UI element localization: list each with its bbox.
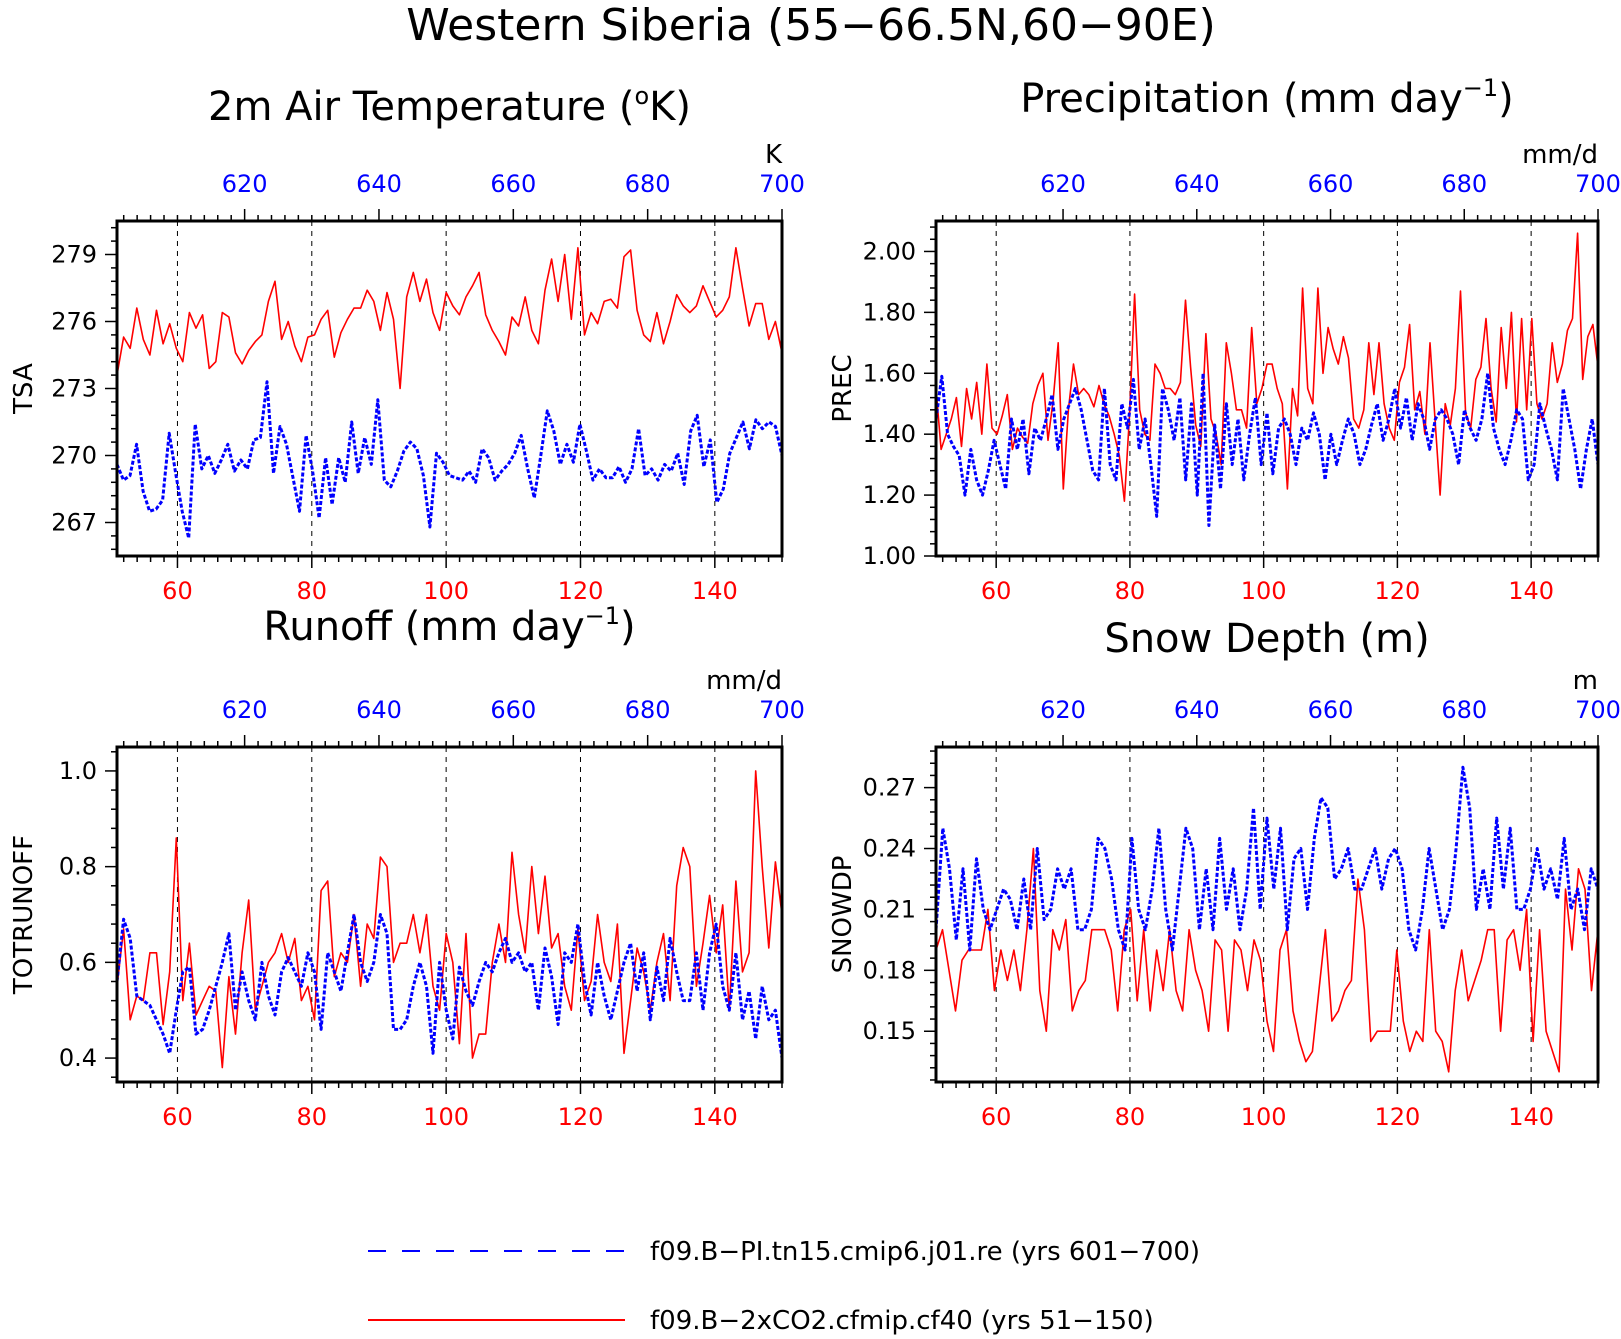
series-line-pi: [115, 913, 784, 1059]
x-tick-label-top: 700: [759, 696, 805, 724]
x-tick-label-bottom: 140: [1508, 1103, 1554, 1131]
series-line-2xco2: [116, 770, 783, 1069]
y-tick-label: 0.6: [59, 948, 97, 976]
y-tick-label: 273: [51, 375, 97, 403]
x-tick-label-top: 680: [625, 696, 671, 724]
x-tick-label-bottom: 80: [297, 577, 328, 605]
series-line-pi: [115, 380, 784, 540]
x-tick-label-top: 700: [1575, 696, 1621, 724]
unit-label: mm/d: [1522, 140, 1598, 170]
x-tick-label-top: 620: [1040, 170, 1086, 198]
x-tick-label-top: 680: [1441, 170, 1487, 198]
chart-panel-prec: Precipitation (mm day−1) mm/d 60 80 100 120 14…: [828, 74, 1621, 605]
x-tick-label-bottom: 100: [423, 577, 469, 605]
x-tick-label-bottom: 100: [1241, 1103, 1287, 1131]
x-tick-label-top: 640: [1174, 170, 1220, 198]
x-tick-label-bottom: 120: [558, 1103, 604, 1131]
y-tick-label: 1.60: [863, 359, 916, 387]
y-tick-label: 0.4: [59, 1044, 97, 1072]
x-tick-label-top: 660: [490, 170, 536, 198]
x-tick-label-top: 660: [1308, 696, 1354, 724]
plot-frame: [115, 745, 784, 1084]
unit-label: mm/d: [706, 666, 782, 696]
x-tick-label-bottom: 60: [981, 577, 1012, 605]
x-tick-label-bottom: 120: [1374, 577, 1420, 605]
x-tick-label-top: 640: [1174, 696, 1220, 724]
panel-title: Precipitation (mm day−1): [1020, 74, 1514, 122]
panel-title: Runoff (mm day−1): [263, 602, 635, 650]
x-tick-label-bottom: 80: [297, 1103, 328, 1131]
y-tick-label: 267: [51, 509, 97, 537]
y-tick-label: 0.8: [59, 853, 97, 881]
y-tick-label: 0.15: [863, 1017, 916, 1045]
y-tick-label: 0.24: [863, 835, 916, 863]
y-tick-label: 1.00: [863, 542, 916, 570]
x-tick-label-bottom: 100: [423, 1103, 469, 1131]
x-tick-label-top: 620: [222, 170, 268, 198]
chart-panel-tsa: 2m Air Temperature (oK) K 60 80 100 120 140 620…: [9, 82, 805, 605]
x-tick-label-top: 640: [356, 696, 402, 724]
y-tick-label: 276: [51, 308, 97, 336]
y-tick-label: 0.27: [863, 774, 916, 802]
plot-frame: [934, 219, 1600, 558]
chart-panel-totrunoff: Runoff (mm day−1) mm/d 60 80 100 120 140 620 640…: [9, 602, 805, 1131]
x-tick-label-top: 620: [222, 696, 268, 724]
y-tick-label: 279: [51, 241, 97, 269]
x-tick-label-bottom: 60: [162, 1103, 193, 1131]
unit-label: m: [1573, 666, 1598, 696]
y-tick-label: 1.80: [863, 298, 916, 326]
x-tick-label-bottom: 120: [1374, 1103, 1420, 1131]
series-line-2xco2: [935, 232, 1599, 503]
y-axis-label: PREC: [828, 354, 858, 422]
chart-panel-snowdp: Snow Depth (m) m 60 80 100 120 140 620 640 660 680…: [828, 616, 1621, 1131]
series-line-2xco2: [116, 247, 783, 390]
y-tick-label: 1.40: [863, 420, 916, 448]
x-tick-label-top: 700: [1575, 170, 1621, 198]
panel-title: 2m Air Temperature (oK): [208, 82, 691, 130]
y-axis-label: TSA: [9, 363, 39, 415]
x-tick-label-bottom: 80: [1115, 1103, 1146, 1131]
x-tick-label-bottom: 120: [558, 577, 604, 605]
y-tick-label: 1.0: [59, 757, 97, 785]
unit-label: K: [765, 140, 783, 170]
y-tick-label: 1.20: [863, 481, 916, 509]
x-tick-label-top: 700: [759, 170, 805, 198]
series-line-pi: [934, 765, 1600, 952]
figure-title: Western Siberia (55−66.5N,60−90E): [406, 0, 1216, 51]
legend-label-2xco2: f09.B−2xCO2.cfmip.cf40 (yrs 51−150): [650, 1306, 1154, 1336]
x-tick-label-top: 660: [1308, 170, 1354, 198]
x-tick-label-bottom: 60: [162, 577, 193, 605]
x-tick-label-top: 660: [490, 696, 536, 724]
y-tick-label: 0.18: [863, 956, 916, 984]
x-tick-label-bottom: 140: [692, 1103, 738, 1131]
x-tick-label-bottom: 140: [692, 577, 738, 605]
x-tick-label-top: 620: [1040, 696, 1086, 724]
panel-title: Snow Depth (m): [1104, 616, 1429, 662]
legend-label-pi: f09.B−PI.tn15.cmip6.j01.re (yrs 601−700): [650, 1237, 1200, 1267]
y-axis-label: SNOWDP: [828, 856, 858, 974]
series-line-2xco2: [935, 847, 1599, 1073]
x-tick-label-bottom: 80: [1115, 577, 1146, 605]
x-tick-label-top: 640: [356, 170, 402, 198]
y-tick-label: 2.00: [863, 237, 916, 265]
y-axis-label: TOTRUNOFF: [9, 835, 39, 995]
chart-panels: 2m Air Temperature (oK) K 60 80 100 120 140 620…: [9, 74, 1621, 1131]
x-tick-label-bottom: 60: [981, 1103, 1012, 1131]
legend: f09.B−PI.tn15.cmip6.j01.re (yrs 601−700)…: [368, 1237, 1200, 1336]
x-tick-label-top: 680: [1441, 696, 1487, 724]
x-tick-label-bottom: 100: [1241, 577, 1287, 605]
x-tick-label-bottom: 140: [1508, 577, 1554, 605]
y-tick-label: 0.21: [863, 895, 916, 923]
plot-frame: [934, 745, 1600, 1084]
y-tick-label: 270: [51, 442, 97, 470]
x-tick-label-top: 680: [625, 170, 671, 198]
